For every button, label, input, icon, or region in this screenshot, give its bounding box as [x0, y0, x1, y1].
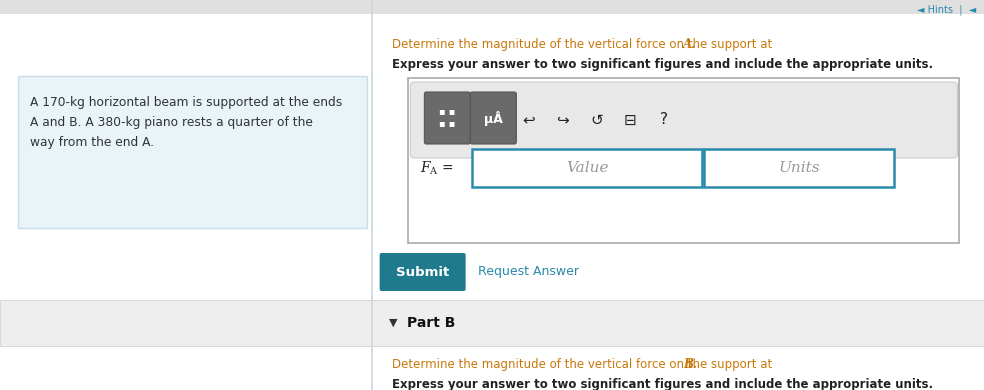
FancyBboxPatch shape: [410, 82, 957, 158]
Text: μÅ: μÅ: [484, 110, 503, 126]
Text: Request Answer: Request Answer: [477, 266, 579, 278]
Text: Units: Units: [778, 161, 821, 175]
Text: ◄ Hints  |  ◄: ◄ Hints | ◄: [917, 5, 976, 15]
FancyBboxPatch shape: [0, 300, 984, 346]
Text: ?: ?: [660, 112, 668, 128]
Text: B.: B.: [683, 358, 697, 371]
Text: Express your answer to two significant figures and include the appropriate units: Express your answer to two significant f…: [392, 58, 933, 71]
Text: A 170-kg horizontal beam is supported at the ends
A and B. A 380-kg piano rests : A 170-kg horizontal beam is supported at…: [30, 96, 342, 149]
Text: Submit: Submit: [396, 266, 450, 278]
Text: ⊟: ⊟: [624, 112, 637, 128]
FancyBboxPatch shape: [380, 253, 465, 291]
Text: A.: A.: [683, 38, 696, 51]
Text: Part B: Part B: [406, 316, 455, 330]
Text: Determine the magnitude of the vertical force on the support at: Determine the magnitude of the vertical …: [392, 358, 775, 371]
FancyBboxPatch shape: [472, 149, 703, 187]
Text: ↩: ↩: [522, 112, 534, 128]
Text: ▼: ▼: [389, 318, 398, 328]
Text: Value: Value: [566, 161, 609, 175]
Text: $F_{\mathrm{A}}$ =: $F_{\mathrm{A}}$ =: [420, 159, 455, 177]
Text: Express your answer to two significant figures and include the appropriate units: Express your answer to two significant f…: [392, 378, 933, 390]
Text: ▪ ▪
▪ ▪: ▪ ▪ ▪ ▪: [439, 107, 456, 129]
FancyBboxPatch shape: [424, 92, 470, 144]
Text: ↺: ↺: [590, 112, 603, 128]
Text: Determine the magnitude of the vertical force on the support at: Determine the magnitude of the vertical …: [392, 38, 775, 51]
FancyBboxPatch shape: [470, 92, 517, 144]
FancyBboxPatch shape: [18, 76, 367, 228]
FancyBboxPatch shape: [705, 149, 894, 187]
Bar: [0, 0, 984, 14]
Text: ↪: ↪: [556, 112, 569, 128]
FancyBboxPatch shape: [408, 78, 959, 243]
